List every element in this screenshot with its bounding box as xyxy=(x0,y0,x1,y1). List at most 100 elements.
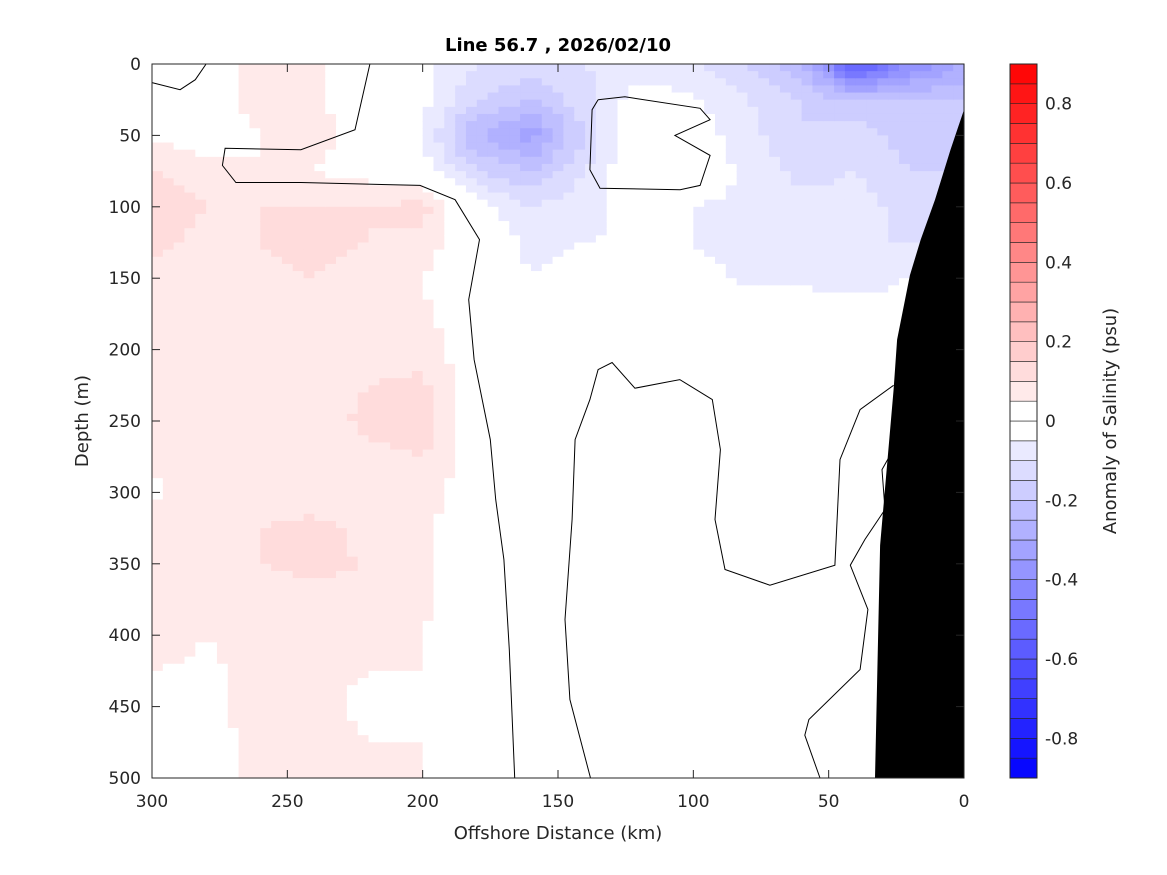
contour-cell xyxy=(162,356,175,365)
contour-cell xyxy=(509,106,521,115)
contour-cell xyxy=(281,385,294,394)
contour-cell xyxy=(574,635,586,643)
contour-cell xyxy=(563,128,575,136)
contour-cell xyxy=(173,620,186,629)
contour-cell xyxy=(401,192,413,201)
contour-cell xyxy=(498,171,510,179)
contour-cell xyxy=(487,213,500,222)
contour-cell xyxy=(595,406,608,415)
contour-cell xyxy=(617,78,629,87)
contour-cell xyxy=(563,692,575,701)
contour-cell xyxy=(606,656,619,665)
contour-cell xyxy=(606,328,619,336)
contour-cell xyxy=(271,678,283,686)
contour-cell xyxy=(357,713,370,722)
contour-cell xyxy=(509,592,521,601)
contour-cell xyxy=(336,720,348,729)
contour-cell xyxy=(195,585,207,593)
contour-cell xyxy=(639,578,651,586)
contour-cell xyxy=(281,656,294,665)
contour-cell xyxy=(465,128,478,136)
contour-cell xyxy=(520,728,532,736)
contour-cell xyxy=(292,642,305,651)
contour-cell xyxy=(639,71,651,79)
contour-cell xyxy=(357,121,370,129)
contour-cell xyxy=(173,492,186,501)
contour-cell xyxy=(281,513,294,522)
contour-cell xyxy=(401,399,413,408)
contour-cell xyxy=(444,363,456,372)
contour-cell xyxy=(216,263,229,272)
contour-cell xyxy=(281,206,294,215)
contour-cell xyxy=(227,335,240,344)
contour-cell xyxy=(227,585,240,593)
contour-cell xyxy=(433,642,445,651)
contour-cell xyxy=(162,171,175,179)
contour-cell xyxy=(368,442,380,451)
contour-cell xyxy=(379,285,391,294)
contour-cell xyxy=(227,456,240,465)
contour-cell xyxy=(260,135,272,144)
contour-cell xyxy=(281,456,294,465)
contour-cell xyxy=(509,371,521,379)
contour-cell xyxy=(563,249,575,258)
contour-cell xyxy=(660,663,673,672)
contour-cell xyxy=(552,678,565,686)
contour-cell xyxy=(520,71,532,79)
contour-cell xyxy=(574,742,586,751)
contour-cell xyxy=(606,578,619,586)
contour-cell xyxy=(509,535,521,543)
contour-cell xyxy=(650,413,662,422)
contour-cell xyxy=(433,378,445,386)
contour-cell xyxy=(498,85,510,94)
contour-cell xyxy=(476,328,489,336)
contour-cell xyxy=(411,263,424,272)
contour-cell xyxy=(346,178,359,186)
contour-cell xyxy=(173,371,186,379)
contour-cell xyxy=(455,599,467,608)
contour-cell xyxy=(152,456,164,465)
contour-cell xyxy=(314,770,326,779)
contour-cell xyxy=(682,406,694,415)
contour-cell xyxy=(314,392,326,401)
contour-cell xyxy=(195,371,207,379)
contour-cell xyxy=(595,92,608,101)
contour-cell xyxy=(314,192,326,201)
contour-cell xyxy=(216,763,229,772)
contour-cell xyxy=(585,292,597,301)
contour-cell xyxy=(476,699,489,708)
contour-cell xyxy=(530,171,543,179)
contour-cell xyxy=(260,463,272,472)
contour-cell xyxy=(660,306,673,315)
contour-cell xyxy=(238,449,251,458)
contour-cell xyxy=(541,635,554,643)
contour-cell xyxy=(314,678,326,686)
contour-cell xyxy=(173,399,186,408)
contour-cell xyxy=(249,285,261,294)
contour-cell xyxy=(465,456,478,465)
contour-cell xyxy=(487,570,500,579)
contour-cell xyxy=(162,113,175,122)
contour-cell xyxy=(379,356,391,365)
contour-cell xyxy=(411,635,424,643)
contour-cell xyxy=(357,199,370,208)
contour-cell xyxy=(541,113,554,122)
contour-cell xyxy=(682,149,694,158)
contour-cell xyxy=(357,763,370,772)
contour-cell xyxy=(152,642,164,651)
contour-cell xyxy=(379,399,391,408)
contour-cell xyxy=(152,485,164,493)
contour-cell xyxy=(357,406,370,415)
contour-cell xyxy=(260,713,272,722)
contour-cell xyxy=(195,156,207,165)
contour-cell xyxy=(346,299,359,308)
contour-cell xyxy=(563,606,575,615)
contour-cell xyxy=(628,563,640,572)
contour-cell xyxy=(660,85,673,94)
contour-cell xyxy=(487,363,500,372)
contour-cell xyxy=(249,342,261,351)
contour-cell xyxy=(595,378,608,386)
contour-cell xyxy=(195,763,207,772)
contour-cell xyxy=(455,428,467,436)
contour-cell xyxy=(227,185,240,194)
